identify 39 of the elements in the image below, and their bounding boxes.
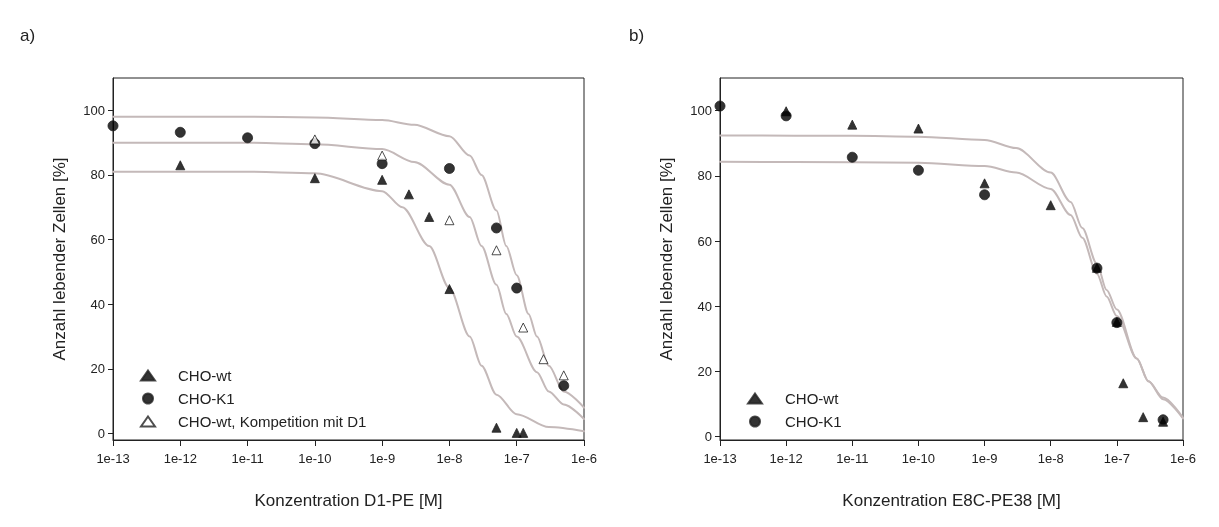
x-axis-title: Konzentration E8C-PE38 [M]: [842, 491, 1061, 510]
x-tick-label: 1e-12: [769, 451, 803, 466]
legend-label: CHO-wt, Kompetition mit D1: [178, 413, 367, 430]
x-tick-label: 1e-11: [231, 451, 264, 466]
x-tick-label: 1e-9: [971, 451, 998, 466]
x-tick-label: 1e-13: [703, 451, 737, 466]
y-tick-label: 0: [97, 426, 105, 442]
y-tick-label: 20: [90, 361, 105, 377]
y-tick-label: 80: [697, 168, 712, 184]
x-tick-label: 1e-10: [298, 451, 332, 466]
x-tick-label: 1e-6: [570, 451, 598, 466]
y-tick-label: 80: [90, 167, 105, 183]
x-tick-label: 1e-10: [901, 451, 936, 466]
y-tick-label: 0: [704, 429, 712, 445]
x-tick-label: 1e-11: [836, 451, 869, 466]
legend-label: CHO-K1: [785, 413, 842, 430]
x-tick-label: 1e-6: [1169, 451, 1197, 466]
x-tick-label: 1e-7: [503, 451, 530, 466]
y-tick-label: 40: [697, 298, 712, 314]
chart-title: a): [20, 26, 36, 45]
y-tick-label: 100: [83, 102, 105, 118]
x-axis-title: Konzentration D1-PE [M]: [254, 491, 443, 510]
x-tick-label: 1e-9: [369, 451, 396, 466]
x-tick-label: 1e-8: [436, 451, 463, 466]
y-tick-label: 60: [90, 232, 105, 248]
x-tick-label: 1e-13: [96, 451, 130, 466]
y-tick-label: 40: [90, 296, 105, 312]
x-tick-label: 1e-8: [1037, 451, 1064, 466]
y-tick-label: 100: [690, 103, 712, 119]
legend-label: CHO-wt: [785, 390, 840, 407]
chart-title: b): [629, 26, 645, 45]
y-axis-title: Anzahl lebender Zellen [%]: [657, 157, 676, 361]
x-tick-label: 1e-7: [1103, 451, 1130, 466]
y-axis-title: Anzahl lebender Zellen [%]: [50, 157, 69, 361]
y-tick-label: 20: [697, 364, 712, 380]
x-tick-label: 1e-12: [163, 451, 197, 466]
y-tick-label: 60: [697, 233, 712, 249]
legend-label: CHO-wt: [178, 367, 233, 384]
legend-label: CHO-K1: [178, 390, 235, 407]
